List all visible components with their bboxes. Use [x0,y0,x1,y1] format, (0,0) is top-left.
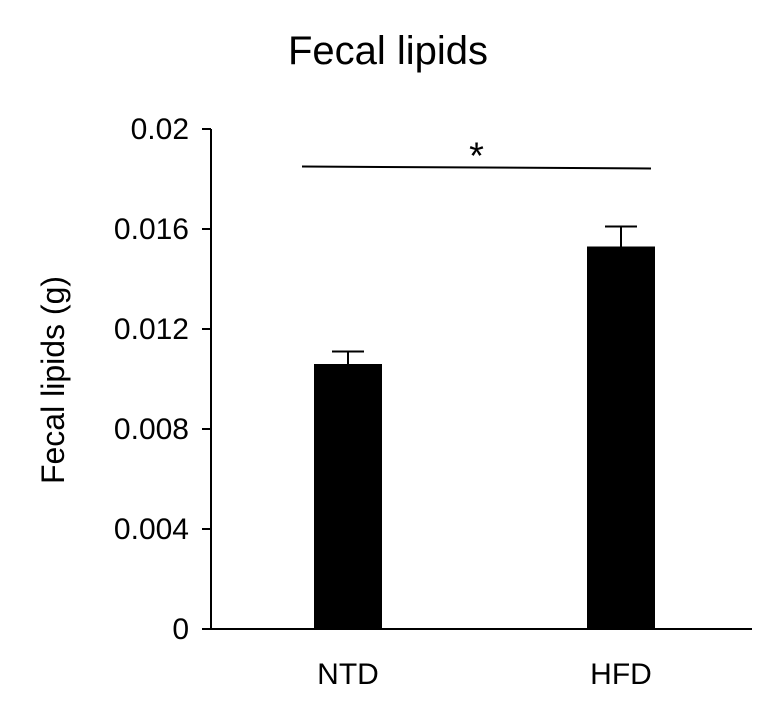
significance-bracket [301,165,652,170]
y-tick-label: 0.008 [114,413,189,446]
y-tick-label: 0.016 [114,213,189,246]
y-tick-label: 0.02 [131,113,189,146]
x-tick-label-hfd: HFD [590,658,652,691]
plot-area: NTD HFD 0 0.004 0.008 0.012 0.016 0.02 * [114,113,752,691]
y-tick-label: 0.004 [114,513,189,546]
bar-ntd [314,364,382,629]
x-tick-label-ntd: NTD [317,658,379,691]
y-tick-label: 0 [172,613,189,646]
bar-hfd [587,246,655,629]
y-tick-label: 0.012 [114,313,189,346]
chart-title: Fecal lipids [288,29,488,73]
y-axis-label: Fecal lipids (g) [35,276,71,484]
significance-asterisk: * [469,136,484,178]
